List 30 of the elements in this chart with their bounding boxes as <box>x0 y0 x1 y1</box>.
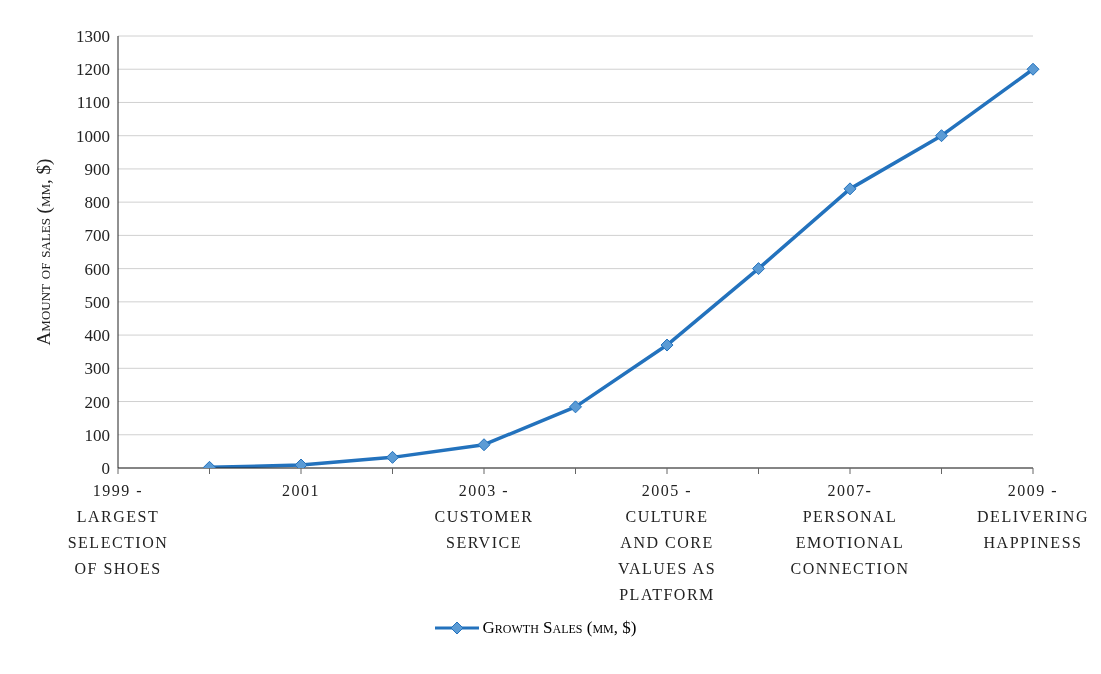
x-tick-label: 2007- PERSONAL EMOTIONAL CONNECTION <box>790 482 910 577</box>
point <box>386 450 399 464</box>
x-tick-label: 2009 - DELIVERING HAPPINESS <box>977 482 1089 551</box>
y-tick-label: 700 <box>84 226 110 246</box>
y-tick-label: 900 <box>84 159 110 179</box>
y-tick-label: 1000 <box>76 126 110 146</box>
point <box>843 182 857 196</box>
y-tick-label: 100 <box>84 425 110 445</box>
legend-label: Growth Sales (mm, $) <box>482 618 637 638</box>
point <box>752 262 765 276</box>
y-tick-label: 400 <box>84 326 110 346</box>
y-tick-label: 300 <box>84 359 110 379</box>
x-tick-label: 2005 - CULTURE AND CORE VALUES AS PLATFORM <box>617 482 717 603</box>
x-tick-label: 2001 <box>282 482 320 499</box>
y-tick-label: 600 <box>84 259 110 279</box>
y-tick-label: 1300 <box>76 27 110 47</box>
y-tick-label: 0 <box>101 459 110 479</box>
x-tick-label: 2003 - CUSTOMER SERVICE <box>434 482 534 551</box>
y-tick-label: 500 <box>84 292 110 312</box>
y-tick-label: 1100 <box>76 93 110 113</box>
y-axis-title: Amount of sales (mm, $) <box>32 158 55 346</box>
y-tick-label: 1200 <box>76 60 110 80</box>
point <box>477 438 491 452</box>
point <box>935 129 948 143</box>
x-tick-label: 1999 - LARGEST SELECTION OF SHOES <box>67 482 169 577</box>
y-tick-label: 800 <box>84 193 110 213</box>
point <box>660 338 674 352</box>
point <box>1026 62 1040 76</box>
y-tick-label: 200 <box>84 392 110 412</box>
point <box>569 400 582 414</box>
